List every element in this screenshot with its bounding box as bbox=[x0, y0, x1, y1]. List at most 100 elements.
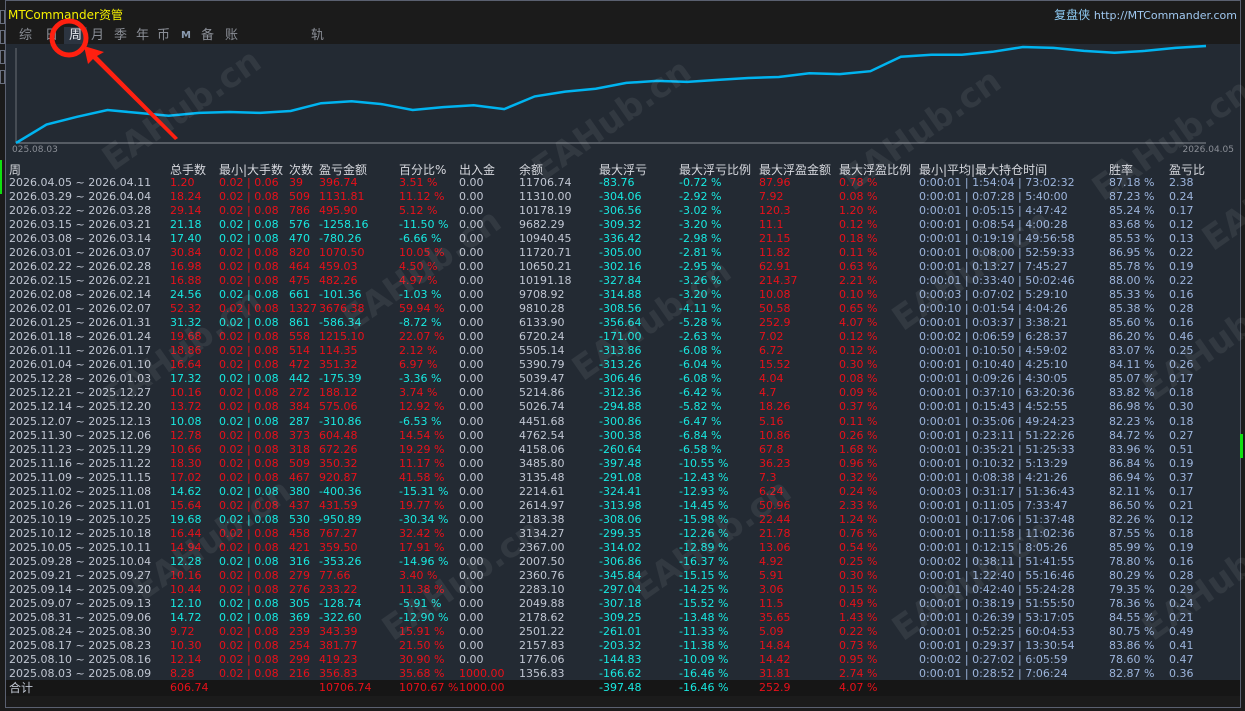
cell-week: 2026.04.05 ~ 2026.04.11 bbox=[9, 176, 152, 189]
cell-pnl-percent: -3.36 % bbox=[399, 372, 442, 386]
cell-pnl: 672.26 bbox=[319, 442, 358, 456]
header-total-lots[interactable]: 总手数 bbox=[170, 163, 207, 177]
cell-win-rate: 86.20 % bbox=[1109, 330, 1155, 344]
tab-8[interactable]: 备 bbox=[201, 28, 215, 43]
cell-week: 2025.12.28 ~ 2026.01.03 bbox=[9, 372, 152, 386]
header-profit-factor[interactable]: 盈亏比 bbox=[1169, 163, 1206, 177]
tab-5[interactable]: 年 bbox=[136, 28, 150, 43]
cell-week: 2025.11.23 ~ 2025.11.29 bbox=[9, 442, 152, 456]
cell-max-float-profit: 4.7 bbox=[759, 386, 777, 400]
header-max-drawdown-pct[interactable]: 最大浮亏比例 bbox=[679, 163, 752, 177]
header-week[interactable]: 周 bbox=[9, 163, 22, 177]
header-deposit-withdraw[interactable]: 出入金 bbox=[459, 163, 496, 177]
cell-profit-factor: 0.12 bbox=[1169, 218, 1194, 232]
cell-pnl: 482.26 bbox=[319, 274, 358, 288]
cell-deposit-withdraw: 0.00 bbox=[459, 302, 484, 316]
cell-max-float-profit-pct: 0.18 % bbox=[839, 232, 878, 246]
cell-max-float-profit-pct: 1.24 % bbox=[839, 512, 878, 526]
cell-pnl: 767.27 bbox=[319, 526, 358, 540]
cell-win-rate: 80.75 % bbox=[1109, 624, 1155, 638]
cell-pnl: -586.34 bbox=[319, 316, 362, 330]
cell-profit-factor: 0.28 bbox=[1169, 302, 1194, 316]
cell-profit-factor: 0.18 bbox=[1169, 526, 1194, 540]
cell-max-drawdown-pct: -12.89 % bbox=[679, 540, 729, 554]
cell-balance: 10191.18 bbox=[519, 274, 572, 288]
header-max-float-profit[interactable]: 最大浮盈金额 bbox=[759, 163, 832, 177]
cell-pnl-percent: 19.77 % bbox=[399, 498, 445, 512]
cell-week: 2025.09.14 ~ 2025.09.20 bbox=[9, 582, 152, 596]
cell-pnl: 1215.10 bbox=[319, 330, 365, 344]
cell-total-lots: 12.14 bbox=[170, 653, 202, 667]
cell-hold-times: 0:00:01 | 0:15:43 | 4:52:55 bbox=[919, 400, 1068, 414]
cell-max-drawdown: -309.25 bbox=[599, 610, 642, 624]
tab-1[interactable]: 日 bbox=[45, 28, 59, 43]
header-win-rate[interactable]: 胜率 bbox=[1109, 163, 1134, 177]
cell-hold-times: 0:00:01 | 0:26:39 | 53:17:05 bbox=[919, 610, 1075, 624]
header-min-max-lots[interactable]: 最小|大手数 bbox=[219, 163, 284, 177]
cell-deposit-withdraw: 0.00 bbox=[459, 260, 484, 274]
side-handle[interactable] bbox=[0, 30, 5, 44]
tab-9[interactable]: 账户 bbox=[225, 28, 239, 61]
cell-pnl-percent: -6.66 % bbox=[399, 232, 442, 246]
cell-total-lots: 10.16 bbox=[170, 386, 202, 400]
header-trade-count[interactable]: 次数 bbox=[289, 163, 314, 177]
cell-max-drawdown: -336.42 bbox=[599, 232, 642, 246]
cell-balance: 3135.48 bbox=[519, 470, 565, 484]
cell-pnl: -353.26 bbox=[319, 554, 362, 568]
cell-max-drawdown-pct: -3.26 % bbox=[679, 274, 722, 288]
tab-10[interactable]: 轨迹 bbox=[311, 28, 325, 61]
cell-trade-count: 458 bbox=[289, 526, 310, 540]
cell-max-drawdown-pct: -16.46 % bbox=[679, 667, 729, 681]
header-max-float-profit-pct[interactable]: 最大浮盈比例 bbox=[839, 163, 912, 177]
cell-pnl: 495.90 bbox=[319, 204, 358, 218]
cell-deposit-withdraw: 0.00 bbox=[459, 596, 484, 610]
cell-max-float-profit-pct: 0.26 % bbox=[839, 428, 878, 442]
header-pnl[interactable]: 盈亏金额 bbox=[319, 163, 368, 177]
cell-trade-count: 1327 bbox=[289, 302, 317, 316]
header-max-drawdown[interactable]: 最大浮亏 bbox=[599, 163, 648, 177]
cell-deposit-withdraw: 0.00 bbox=[459, 638, 484, 652]
tab-4[interactable]: 季 bbox=[114, 28, 128, 43]
brand-url[interactable]: http://MTCommander.com bbox=[1093, 9, 1237, 22]
cell-balance: 10178.19 bbox=[519, 204, 572, 218]
cell-pnl-percent: 3.74 % bbox=[399, 386, 438, 400]
cell-min-max-lots: 0.02 | 0.08 bbox=[219, 540, 279, 554]
cell-total-lots: 16.88 bbox=[170, 274, 202, 288]
cell-balance: 2007.50 bbox=[519, 554, 565, 568]
side-handle[interactable] bbox=[0, 50, 5, 64]
header-balance[interactable]: 余额 bbox=[519, 163, 544, 177]
cell-min-max-lots: 0.02 | 0.08 bbox=[219, 428, 279, 442]
cell-max-drawdown-pct: -3.02 % bbox=[679, 204, 722, 218]
cell-deposit-withdraw: 0.00 bbox=[459, 274, 484, 288]
cell-pnl-percent: 4.97 % bbox=[399, 274, 438, 288]
side-handle[interactable] bbox=[0, 70, 5, 84]
tab-7[interactable]: M bbox=[181, 30, 191, 41]
cell-max-float-profit: 6.24 bbox=[759, 484, 784, 498]
cell-week: 2025.10.19 ~ 2025.10.25 bbox=[9, 512, 152, 526]
tab-0[interactable]: 综 bbox=[19, 28, 33, 43]
cell-week: 2026.02.22 ~ 2026.02.28 bbox=[9, 260, 152, 274]
tab-6[interactable]: 币 bbox=[157, 28, 171, 43]
cell-total-lots: 13.72 bbox=[170, 400, 202, 414]
cell-max-float-profit: 31.81 bbox=[759, 667, 791, 681]
cell-max-drawdown: -312.36 bbox=[599, 386, 642, 400]
cell-pnl-percent: 10.05 % bbox=[399, 246, 445, 260]
tab-3[interactable]: 月 bbox=[91, 28, 105, 43]
cell-max-drawdown-pct: -15.98 % bbox=[679, 512, 729, 526]
cell-trade-count: 464 bbox=[289, 260, 310, 274]
header-hold-times[interactable]: 最小|平均|最大持仓时间 bbox=[919, 163, 1048, 177]
cell-balance: 2178.62 bbox=[519, 610, 565, 624]
cell-max-float-profit-pct: 0.09 % bbox=[839, 386, 878, 400]
cell-win-rate: 78.80 % bbox=[1109, 554, 1155, 568]
header-pnl-percent[interactable]: 百分比% bbox=[399, 163, 447, 177]
cell-week: 2026.01.18 ~ 2026.01.24 bbox=[9, 330, 152, 344]
cell-pnl-percent: 3.51 % bbox=[399, 176, 438, 189]
cell-pnl-percent: 1070.67 % bbox=[399, 681, 459, 694]
cell-hold-times: 0:00:03 | 0:31:17 | 51:36:43 bbox=[919, 484, 1075, 498]
side-handle[interactable] bbox=[0, 10, 5, 24]
cell-hold-times: 0:00:01 | 0:23:11 | 51:22:26 bbox=[919, 428, 1075, 442]
tab-2[interactable]: 周 bbox=[64, 27, 88, 45]
cell-max-drawdown: -308.56 bbox=[599, 302, 642, 316]
cell-deposit-withdraw: 0.00 bbox=[459, 526, 484, 540]
cell-min-max-lots: 0.02 | 0.08 bbox=[219, 498, 279, 512]
